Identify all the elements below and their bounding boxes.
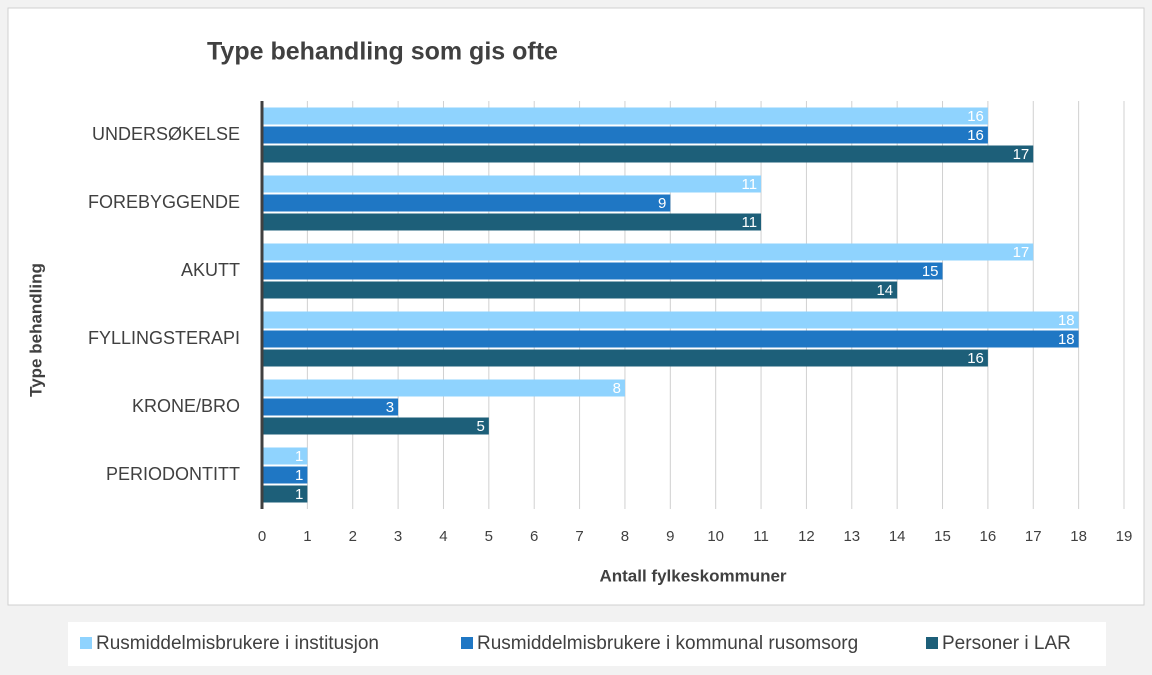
legend-label: Rusmiddelmisbrukere i kommunal rusomsorg [477,633,858,654]
chart-title: Type behandling som gis ofte [207,38,558,66]
y-tick-label: UNDERSØKELSE [92,124,240,144]
bar [262,213,762,231]
data-label: 1 [295,467,303,484]
data-label: 17 [1013,146,1030,163]
x-tick-label: 13 [843,528,860,545]
bar [262,379,625,397]
bar [262,485,308,503]
x-tick-label: 10 [707,528,724,545]
bar [262,175,762,193]
y-tick-label: KRONE/BRO [132,396,240,416]
data-label: 15 [922,263,939,280]
x-tick-label: 5 [485,528,493,545]
y-axis-label: Type behandling [26,263,45,397]
data-label: 5 [476,418,484,435]
x-axis-label: Antall fylkeskommuner [599,566,786,585]
legend-swatch [926,637,938,649]
bar [262,145,1034,163]
data-label: 17 [1013,244,1030,261]
x-tick-label: 3 [394,528,402,545]
data-label: 3 [386,399,394,416]
x-tick-label: 4 [439,528,447,545]
x-tick-label: 16 [980,528,997,545]
x-tick-label: 14 [889,528,906,545]
x-tick-label: 15 [934,528,951,545]
x-tick-label: 2 [349,528,357,545]
data-label: 1 [295,448,303,465]
x-tick-label: 6 [530,528,538,545]
data-label: 11 [741,176,757,193]
bar [262,194,671,212]
bar [262,447,308,465]
x-tick-label: 8 [621,528,629,545]
data-label: 9 [658,195,666,212]
x-tick-label: 0 [258,528,266,545]
data-label: 16 [967,350,984,367]
data-label: 1 [295,486,303,503]
data-label: 11 [741,214,757,231]
x-tick-label: 18 [1070,528,1087,545]
x-tick-label: 11 [753,528,769,545]
data-label: 18 [1058,331,1075,348]
x-tick-label: 19 [1116,528,1133,545]
bar [262,126,988,144]
bar [262,398,399,416]
legend-swatch [80,637,92,649]
bar [262,466,308,484]
bar [262,311,1079,329]
y-tick-label: PERIODONTITT [106,464,240,484]
bar [262,417,489,435]
data-label: 16 [967,108,984,125]
x-tick-label: 9 [666,528,674,545]
data-label: 14 [876,282,893,299]
chart-panel [7,7,1145,606]
y-tick-label: FOREBYGGENDE [88,192,240,212]
x-tick-label: 12 [798,528,815,545]
legend-label: Personer i LAR [942,633,1071,654]
legend-label: Rusmiddelmisbrukere i institusjon [96,633,379,654]
y-tick-label: AKUTT [181,260,240,280]
x-tick-label: 17 [1025,528,1042,545]
bar [262,330,1079,348]
data-label: 18 [1058,312,1075,329]
bar [262,281,898,299]
x-tick-label: 1 [303,528,311,545]
y-tick-label: FYLLINGSTERAPI [88,328,240,348]
x-tick-label: 7 [575,528,583,545]
data-label: 16 [967,127,984,144]
data-label: 8 [613,380,621,397]
bar [262,243,1034,261]
legend-swatch [461,637,473,649]
bar [262,107,988,125]
bar [262,349,988,367]
bar [262,262,943,280]
